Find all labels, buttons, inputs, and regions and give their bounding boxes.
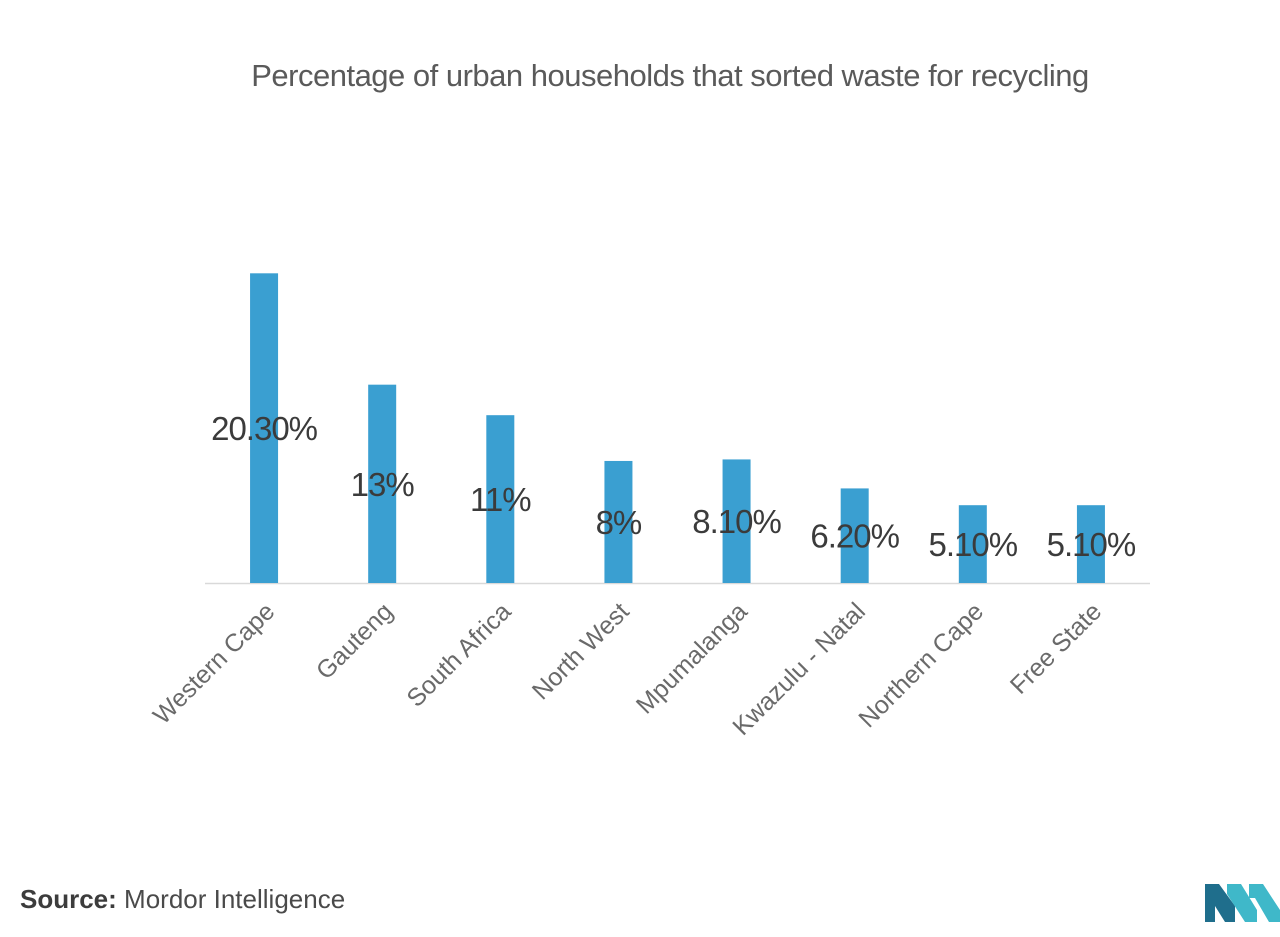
data-label: 8% [596, 504, 642, 541]
source-note: Source: Mordor Intelligence [20, 884, 345, 915]
bar-northern-cape [958, 505, 987, 583]
bar-kwazulu-natal [840, 488, 869, 583]
bar-mpumalanga [722, 459, 751, 583]
x-tick-label: South Africa [401, 597, 516, 712]
data-label: 8.10% [692, 503, 781, 540]
bar-north-west [604, 460, 633, 583]
data-label: 6.20% [810, 518, 899, 555]
chart-title: Percentage of urban households that sort… [251, 58, 1089, 93]
data-label: 20.30% [211, 410, 318, 447]
source-text: Mordor Intelligence [124, 884, 346, 914]
source-label: Source: [20, 884, 117, 914]
data-label: 5.10% [1047, 526, 1136, 563]
data-label: 13% [351, 466, 415, 503]
x-tick-label: Western Cape [148, 597, 280, 729]
x-tick-label: North West [527, 597, 635, 705]
bar-south-africa [486, 415, 515, 583]
bar-western-cape [250, 273, 279, 583]
bar-free-state [1076, 505, 1105, 583]
data-label: 11% [470, 481, 531, 518]
x-tick-label: Mpumalanga [631, 597, 753, 719]
x-tick-label: Free State [1005, 597, 1107, 699]
bar-gauteng [368, 384, 397, 583]
x-tick-label: Gauteng [311, 597, 399, 685]
mordor-intelligence-logo [1205, 884, 1280, 922]
data-label: 5.10% [929, 526, 1018, 563]
x-tick-label: Northern Cape [853, 597, 989, 733]
